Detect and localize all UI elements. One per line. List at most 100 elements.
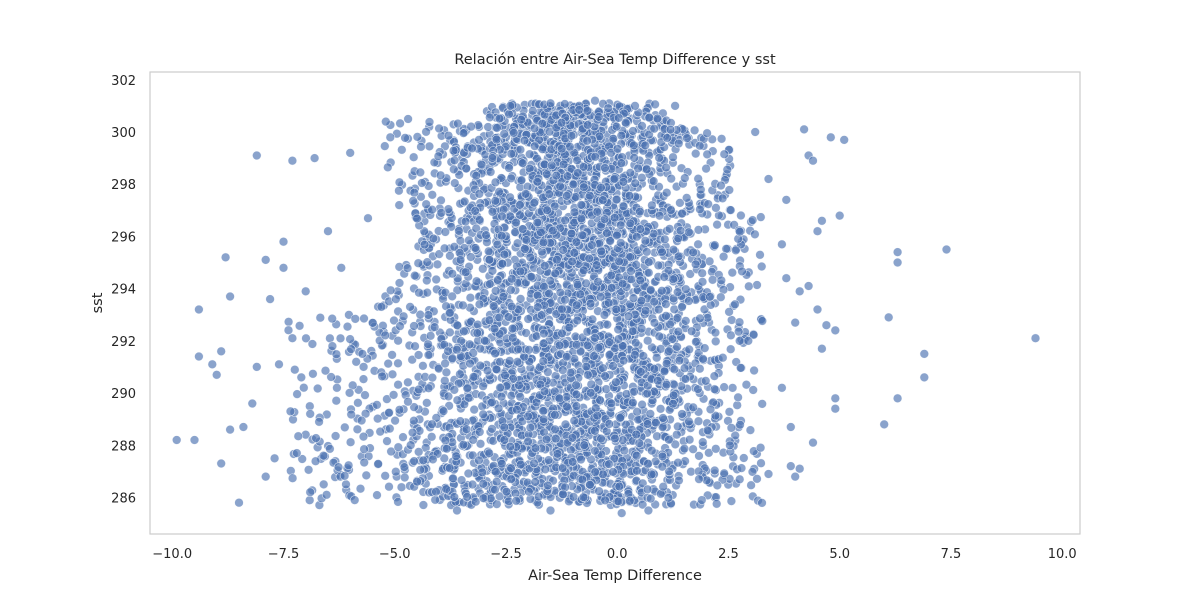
data-point <box>569 207 580 217</box>
data-point <box>614 481 624 492</box>
data-point <box>492 239 503 250</box>
data-point <box>750 127 760 137</box>
data-point <box>684 296 694 306</box>
data-point <box>520 189 531 199</box>
data-point <box>600 371 610 381</box>
data-point <box>590 152 600 162</box>
data-point <box>358 362 369 372</box>
data-point <box>409 416 419 426</box>
data-point <box>606 270 616 281</box>
data-point <box>664 435 674 445</box>
data-point <box>572 315 582 326</box>
data-point <box>635 275 645 285</box>
data-point <box>543 455 554 465</box>
data-point <box>635 206 645 217</box>
data-point <box>292 448 302 458</box>
data-point <box>596 182 606 193</box>
data-point <box>657 247 667 258</box>
data-point <box>653 260 664 271</box>
data-point <box>558 489 568 499</box>
data-point <box>591 260 602 270</box>
data-point <box>615 413 625 423</box>
data-point <box>612 144 623 154</box>
data-point <box>513 344 523 354</box>
data-point <box>538 414 549 424</box>
data-point <box>554 393 565 403</box>
data-point <box>595 395 605 405</box>
data-point <box>405 302 415 312</box>
data-point <box>655 344 666 354</box>
data-point <box>524 149 535 159</box>
data-point <box>487 266 498 276</box>
data-point <box>456 475 467 485</box>
data-point <box>659 366 670 376</box>
data-point <box>562 402 572 412</box>
data-point <box>504 163 514 173</box>
data-point <box>380 471 390 481</box>
data-point <box>521 328 531 338</box>
data-point <box>491 134 502 145</box>
data-point <box>528 106 538 116</box>
data-point <box>274 359 284 369</box>
data-point <box>465 339 475 349</box>
data-point <box>493 403 504 414</box>
data-point <box>506 149 516 159</box>
data-point <box>539 328 549 339</box>
data-point <box>497 211 507 222</box>
data-point <box>585 480 595 490</box>
data-point <box>496 392 507 402</box>
data-point <box>569 416 579 426</box>
data-point <box>830 404 840 414</box>
data-point <box>537 118 547 129</box>
data-point <box>350 314 360 324</box>
data-point <box>630 350 640 360</box>
data-point <box>702 128 712 138</box>
data-point <box>418 500 429 510</box>
y-tick-label: 290 <box>111 387 136 402</box>
data-point <box>709 371 720 381</box>
data-point <box>454 226 464 236</box>
data-point <box>630 338 641 348</box>
data-point <box>287 473 298 483</box>
data-point <box>562 352 572 362</box>
data-point <box>672 342 682 352</box>
data-point <box>710 240 720 250</box>
data-point <box>414 384 424 395</box>
data-point <box>536 310 547 320</box>
data-point <box>261 255 271 265</box>
data-point <box>419 239 430 250</box>
data-point <box>448 146 459 156</box>
data-point <box>719 468 729 478</box>
data-point <box>485 167 496 177</box>
data-point <box>717 193 728 204</box>
data-point <box>777 239 787 250</box>
data-point <box>582 106 593 116</box>
data-point <box>734 474 745 484</box>
data-point <box>755 250 765 260</box>
data-point <box>450 178 460 188</box>
data-point <box>576 454 586 465</box>
data-point <box>613 334 624 344</box>
data-point <box>617 341 628 351</box>
data-point <box>582 136 592 146</box>
data-point <box>725 344 736 354</box>
data-point <box>393 442 403 452</box>
data-point <box>299 383 309 393</box>
data-point <box>492 477 502 487</box>
data-point <box>661 162 671 173</box>
data-point <box>799 124 809 135</box>
data-point <box>592 410 602 421</box>
data-point <box>650 99 660 110</box>
y-tick-label: 292 <box>111 335 136 350</box>
data-point <box>635 224 646 234</box>
data-point <box>651 353 662 363</box>
data-point <box>711 203 721 213</box>
data-point <box>652 113 663 124</box>
data-point <box>700 376 711 386</box>
data-point <box>649 364 660 374</box>
data-point <box>432 259 443 270</box>
data-point <box>440 376 450 386</box>
data-point <box>711 499 722 509</box>
data-point <box>557 304 567 314</box>
data-point <box>225 291 235 302</box>
